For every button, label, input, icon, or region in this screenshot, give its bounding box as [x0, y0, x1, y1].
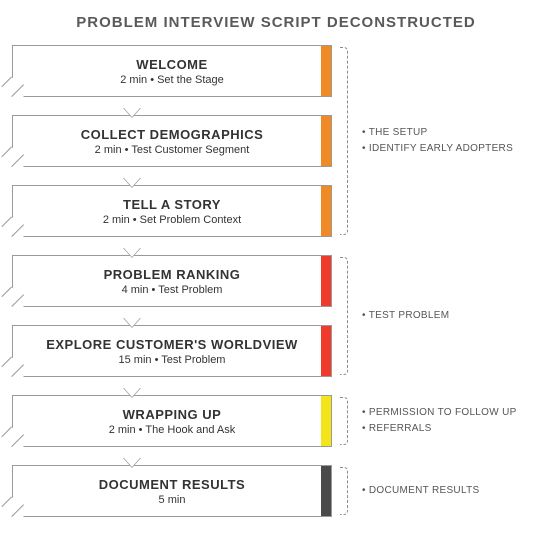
group-bracket	[340, 257, 348, 375]
stage-column: WELCOME 2 min • Set the Stage COLLECT DEMO…	[12, 45, 332, 517]
bracket-column	[338, 45, 352, 517]
stage-title: COLLECT DEMOGRAPHICS	[81, 127, 264, 142]
diagram-title: PROBLEM INTERVIEW SCRIPT DECONSTRUCTED	[12, 14, 540, 31]
note-item: IDENTIFY EARLY ADOPTERS	[362, 141, 540, 157]
stage-box: PROBLEM RANKING 4 min • Test Problem	[12, 255, 332, 307]
note-group: DOCUMENT RESULTS	[362, 483, 540, 499]
group-bracket	[340, 47, 348, 235]
stage-accent	[321, 396, 331, 446]
stage-subtitle: 2 min • Set the Stage	[120, 74, 224, 86]
stage-title: WRAPPING UP	[123, 407, 222, 422]
group-bracket	[340, 397, 348, 445]
stage-accent	[321, 186, 331, 236]
note-item: DOCUMENT RESULTS	[362, 483, 540, 499]
stage-subtitle: 2 min • Test Customer Segment	[95, 144, 250, 156]
stage-title: WELCOME	[136, 57, 207, 72]
stage-title: DOCUMENT RESULTS	[99, 477, 245, 492]
stage-accent	[321, 256, 331, 306]
note-group: THE SETUPIDENTIFY EARLY ADOPTERS	[362, 125, 540, 157]
stage-box: WELCOME 2 min • Set the Stage	[12, 45, 332, 97]
notes-column: THE SETUPIDENTIFY EARLY ADOPTERS TEST PRO…	[352, 45, 540, 517]
note-item: REFERRALS	[362, 421, 540, 437]
stage-accent	[321, 46, 331, 96]
stage-accent	[321, 466, 331, 516]
stage-subtitle: 2 min • The Hook and Ask	[109, 424, 236, 436]
stage-accent	[321, 326, 331, 376]
stage-subtitle: 5 min	[159, 494, 186, 506]
stage-subtitle: 4 min • Test Problem	[122, 284, 223, 296]
note-item: PERMISSION TO FOLLOW UP	[362, 405, 540, 421]
note-group: PERMISSION TO FOLLOW UPREFERRALS	[362, 405, 540, 437]
note-group: TEST PROBLEM	[362, 308, 540, 324]
stage-title: EXPLORE CUSTOMER'S WORLDVIEW	[46, 337, 298, 352]
stage-box: EXPLORE CUSTOMER'S WORLDVIEW 15 min • Tes…	[12, 325, 332, 377]
note-item: THE SETUP	[362, 125, 540, 141]
stage-subtitle: 15 min • Test Problem	[119, 354, 226, 366]
group-bracket	[340, 467, 348, 515]
stage-box: TELL A STORY 2 min • Set Problem Context	[12, 185, 332, 237]
note-item: TEST PROBLEM	[362, 308, 540, 324]
stage-box: COLLECT DEMOGRAPHICS 2 min • Test Custome…	[12, 115, 332, 167]
stage-title: TELL A STORY	[123, 197, 221, 212]
stage-subtitle: 2 min • Set Problem Context	[103, 214, 241, 226]
stage-box: WRAPPING UP 2 min • The Hook and Ask	[12, 395, 332, 447]
stage-accent	[321, 116, 331, 166]
stage-box: DOCUMENT RESULTS 5 min	[12, 465, 332, 517]
stage-title: PROBLEM RANKING	[104, 267, 241, 282]
